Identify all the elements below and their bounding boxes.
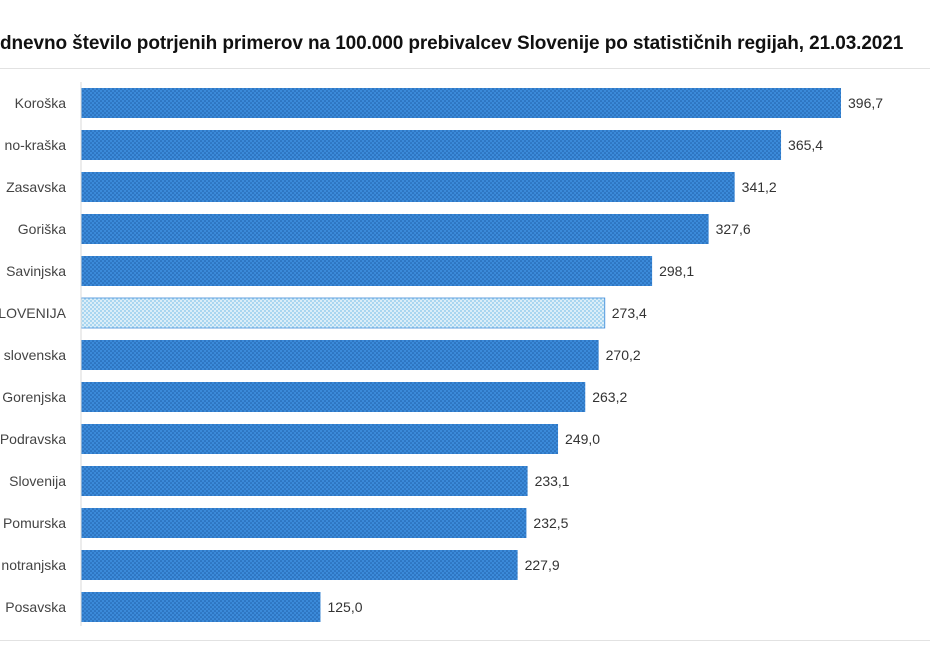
data-label: 298,1 <box>659 263 694 279</box>
category-label: slovenska <box>4 347 66 363</box>
category-label: Gorenjska <box>2 389 66 405</box>
data-label: 249,0 <box>565 431 600 447</box>
category-label: Koroška <box>15 95 67 111</box>
category-label: Savinjska <box>6 263 66 279</box>
category-label: Goriška <box>18 221 66 237</box>
bar-1 <box>81 130 782 160</box>
bar-2 <box>81 172 735 202</box>
bottom-divider <box>0 640 930 641</box>
data-label: 233,1 <box>535 473 570 489</box>
data-label: 263,2 <box>592 389 627 405</box>
category-label: no-kraška <box>5 137 67 153</box>
bar-4 <box>81 256 653 286</box>
data-label: 232,5 <box>533 515 568 531</box>
category-label: Pomurska <box>3 515 66 531</box>
bar-8 <box>81 424 559 454</box>
bar-11 <box>81 550 518 580</box>
data-label: 327,6 <box>716 221 751 237</box>
title-divider <box>0 68 930 69</box>
bar-5 <box>80 297 606 329</box>
data-label: 125,0 <box>327 599 362 615</box>
data-label: 396,7 <box>848 95 883 111</box>
data-label: 365,4 <box>788 137 823 153</box>
data-label: 227,9 <box>525 557 560 573</box>
category-label: Slovenija <box>9 473 66 489</box>
chart-title: dnevno število potrjenih primerov na 100… <box>0 33 904 54</box>
bar-7 <box>81 382 586 412</box>
data-label: 341,2 <box>742 179 777 195</box>
bar-6 <box>81 340 599 370</box>
bar-3 <box>81 214 709 244</box>
data-label: 273,4 <box>612 305 647 321</box>
bar-10 <box>81 508 527 538</box>
bar-9 <box>81 466 528 496</box>
category-label: Zasavska <box>6 179 66 195</box>
bar-12 <box>81 592 321 622</box>
bar-0 <box>81 88 841 118</box>
category-label: Podravska <box>0 431 66 447</box>
category-label: Posavska <box>5 599 66 615</box>
category-label: LOVENIJA <box>0 305 67 321</box>
category-label: notranjska <box>1 557 66 573</box>
data-label: 270,2 <box>606 347 641 363</box>
